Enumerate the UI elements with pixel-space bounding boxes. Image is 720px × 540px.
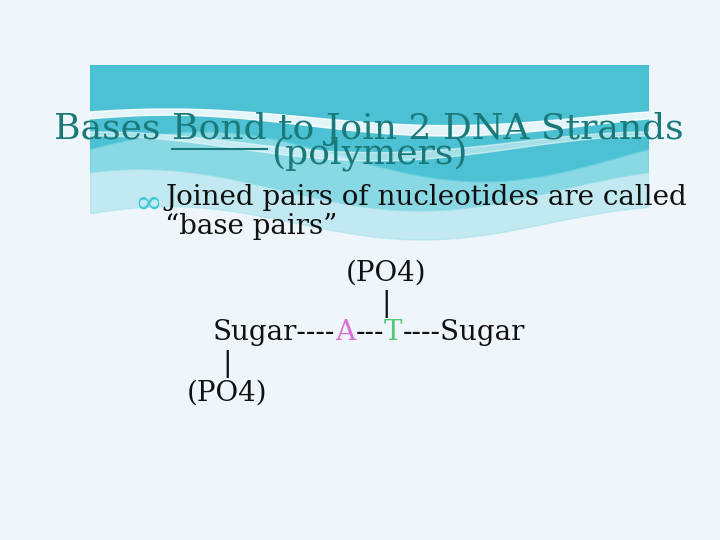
Text: “base pairs”: “base pairs”: [166, 213, 338, 240]
Text: ----Sugar: ----Sugar: [402, 320, 525, 347]
Text: (PO4): (PO4): [186, 380, 267, 407]
Text: (PO4): (PO4): [346, 259, 426, 286]
Text: A: A: [335, 320, 355, 347]
Text: |: |: [381, 290, 390, 318]
Text: ∞: ∞: [135, 188, 163, 220]
Text: Sugar----: Sugar----: [213, 320, 335, 347]
Text: ---: ---: [355, 320, 384, 347]
Text: Bases Bond to Join 2 DNA Strands: Bases Bond to Join 2 DNA Strands: [54, 112, 684, 146]
Text: |: |: [222, 350, 231, 378]
Text: Joined pairs of nucleotides are called: Joined pairs of nucleotides are called: [166, 184, 687, 211]
Text: T: T: [384, 320, 402, 347]
Text: (polymers): (polymers): [271, 137, 467, 172]
